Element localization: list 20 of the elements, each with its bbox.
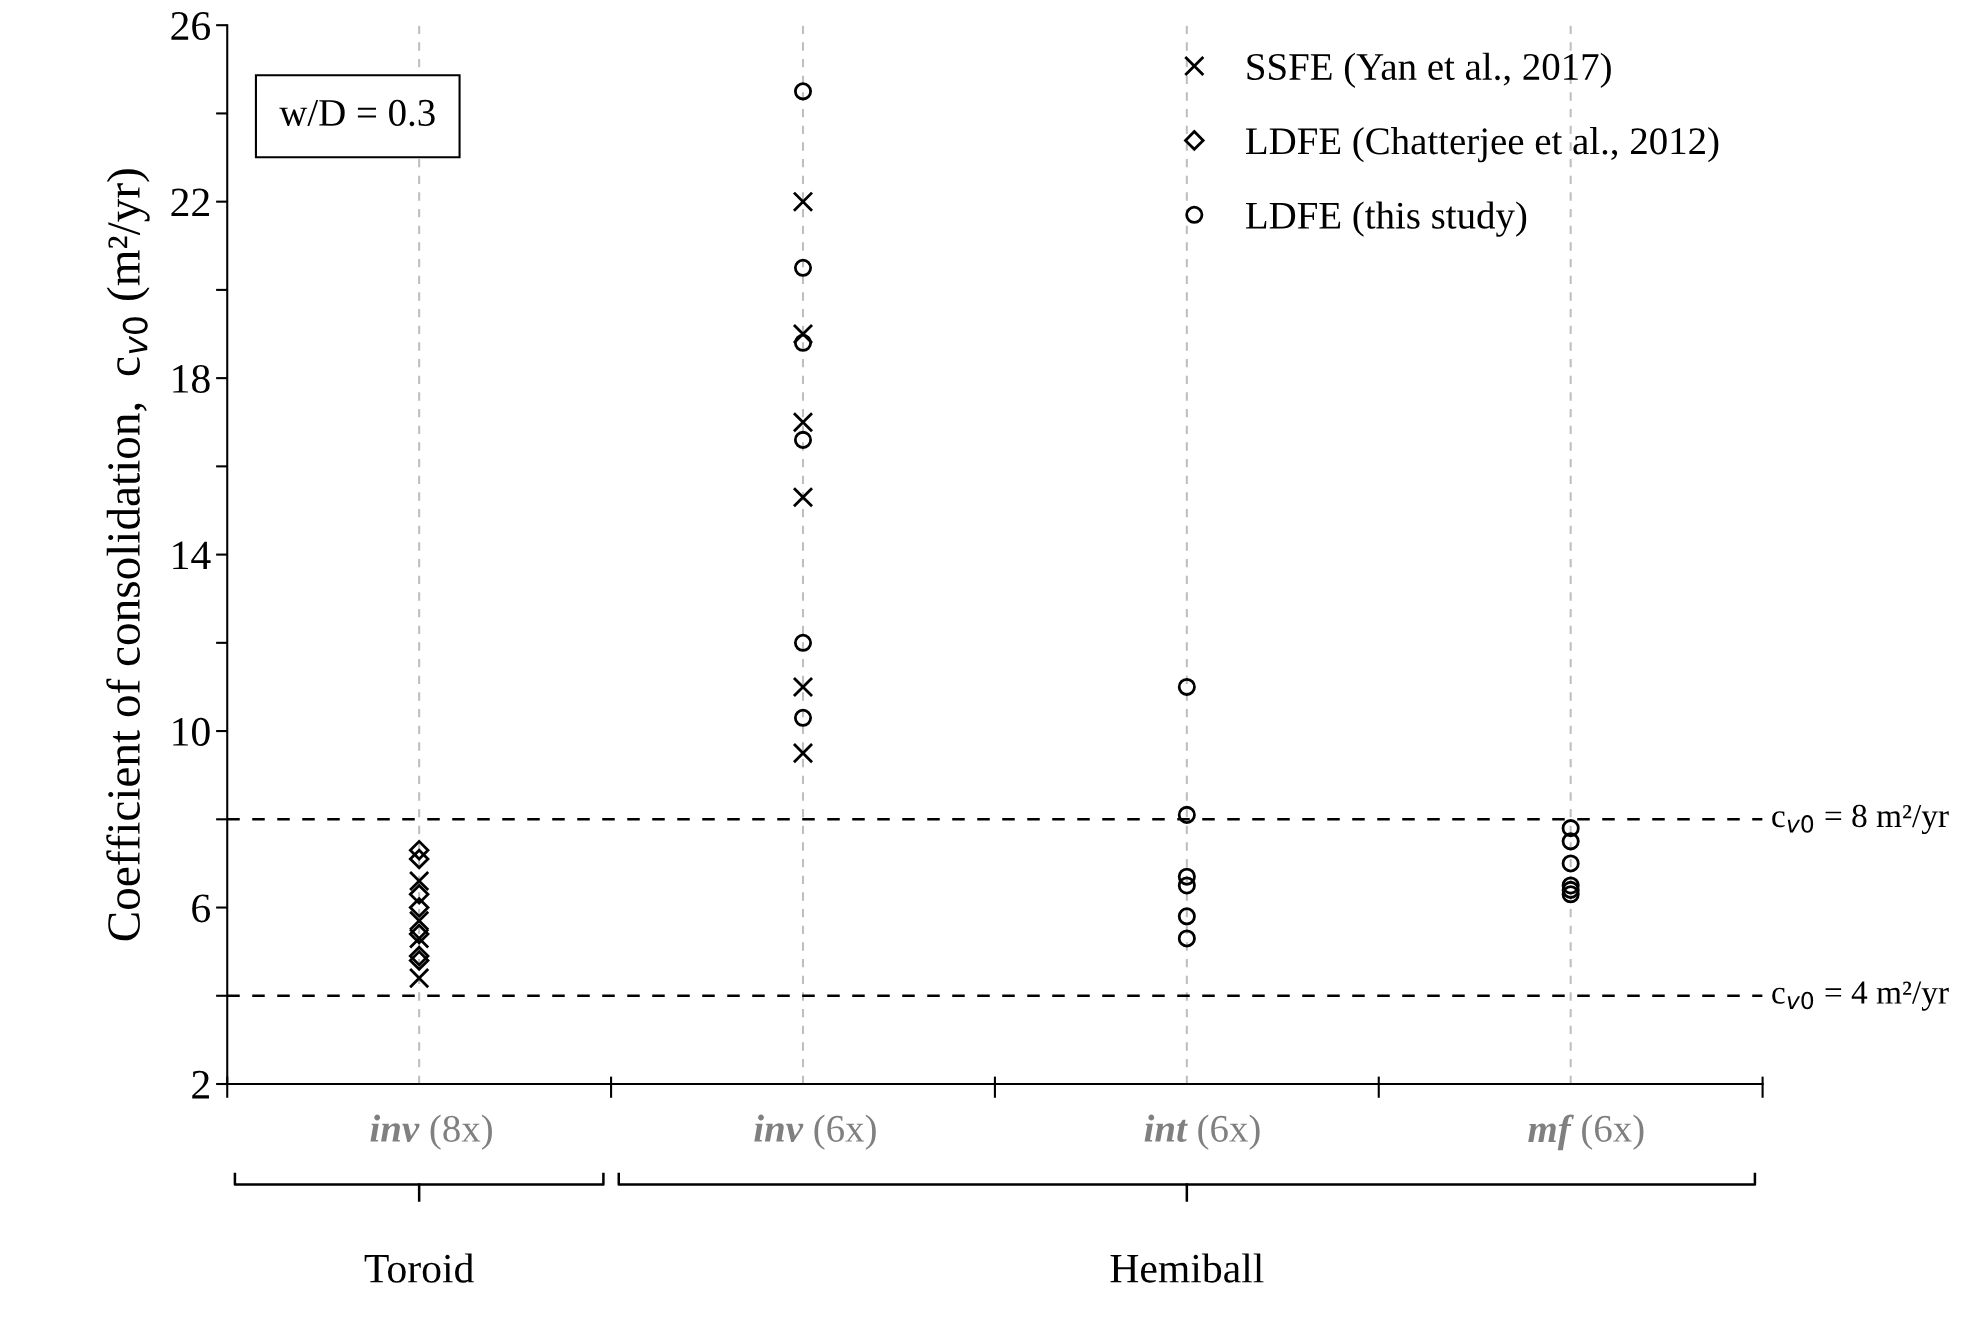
y-tick-label: 2 — [192, 1070, 209, 1099]
legend-label: SSFE (Yan et al., 2017) — [1247, 52, 1611, 88]
y-tick-label: 22 — [171, 188, 209, 217]
ref-line-label: c$_{v0}$ = 8 m²/yr — [1772, 804, 1949, 835]
text: Toroid — [364, 1253, 474, 1283]
y-axis-title: Coefficient of consolidation, c$_{v0}$ (m²/yr) — [106, 169, 150, 941]
ref-line-label: c$_{v0}$ = 4 m²/yr — [1772, 981, 1949, 1011]
x-tick-label: inv (8x) — [370, 1114, 492, 1150]
y-tick-label: 18 — [173, 364, 210, 393]
legend-label: LDFE (this study) — [1245, 201, 1527, 237]
y-tick-label: 26 — [171, 12, 211, 41]
x-tick-label: mf (6x) — [1528, 1114, 1644, 1151]
legend-label: LDFE (Chatterjee et al., 2012) — [1245, 127, 1719, 163]
y-tick-label: 10 — [173, 717, 210, 746]
x-tick-label: inv (6x) — [754, 1114, 876, 1150]
text: Hemiball — [1110, 1253, 1264, 1283]
annotation: w/D = 0.3 — [279, 99, 435, 127]
y-tick-label: 6 — [192, 894, 211, 923]
y-tick-label: 14 — [173, 541, 211, 570]
x-tick-label: int (6x) — [1144, 1114, 1260, 1150]
